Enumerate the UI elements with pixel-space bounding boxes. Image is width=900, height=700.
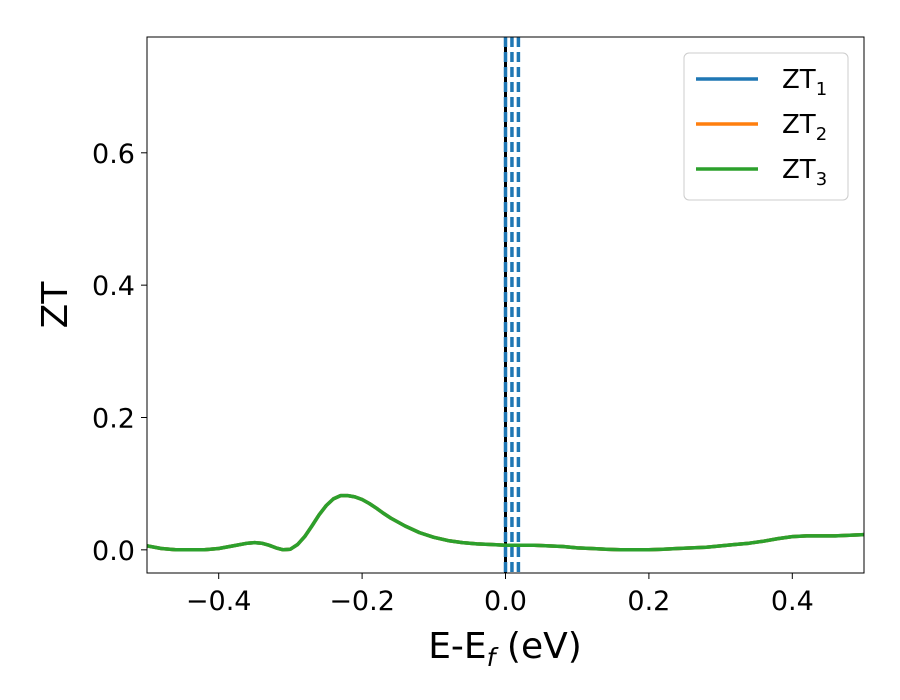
y-tick-label: 0.0 [92, 536, 135, 567]
y-axis-label: ZT [35, 281, 76, 329]
x-tick-label: −0.2 [329, 586, 395, 617]
x-tick-label: −0.4 [186, 586, 252, 617]
x-tick-label: 0.0 [484, 586, 527, 617]
y-tick-label: 0.6 [92, 139, 135, 170]
x-axis-ticks: −0.4 −0.2 0.0 0.2 0.4 [186, 573, 814, 617]
x-tick-label: 0.2 [627, 586, 670, 617]
fermi-vertical-lines [503, 37, 521, 573]
y-tick-label: 0.4 [92, 271, 135, 302]
legend-label-zt2: ZT2 [782, 110, 827, 145]
y-tick-label: 0.2 [92, 403, 135, 434]
legend-label-zt1: ZT1 [782, 65, 827, 100]
x-axis-label: E-Ef (eV) [428, 626, 582, 672]
y-axis-ticks: 0.0 0.2 0.4 0.6 [92, 139, 147, 567]
legend-label-zt3: ZT3 [782, 155, 827, 190]
legend: ZT1 ZT2 ZT3 [683, 52, 849, 201]
legend-box [683, 52, 849, 201]
series-lines [147, 493, 864, 552]
x-tick-label: 0.4 [771, 586, 814, 617]
series-line-zt3 [147, 493, 864, 552]
